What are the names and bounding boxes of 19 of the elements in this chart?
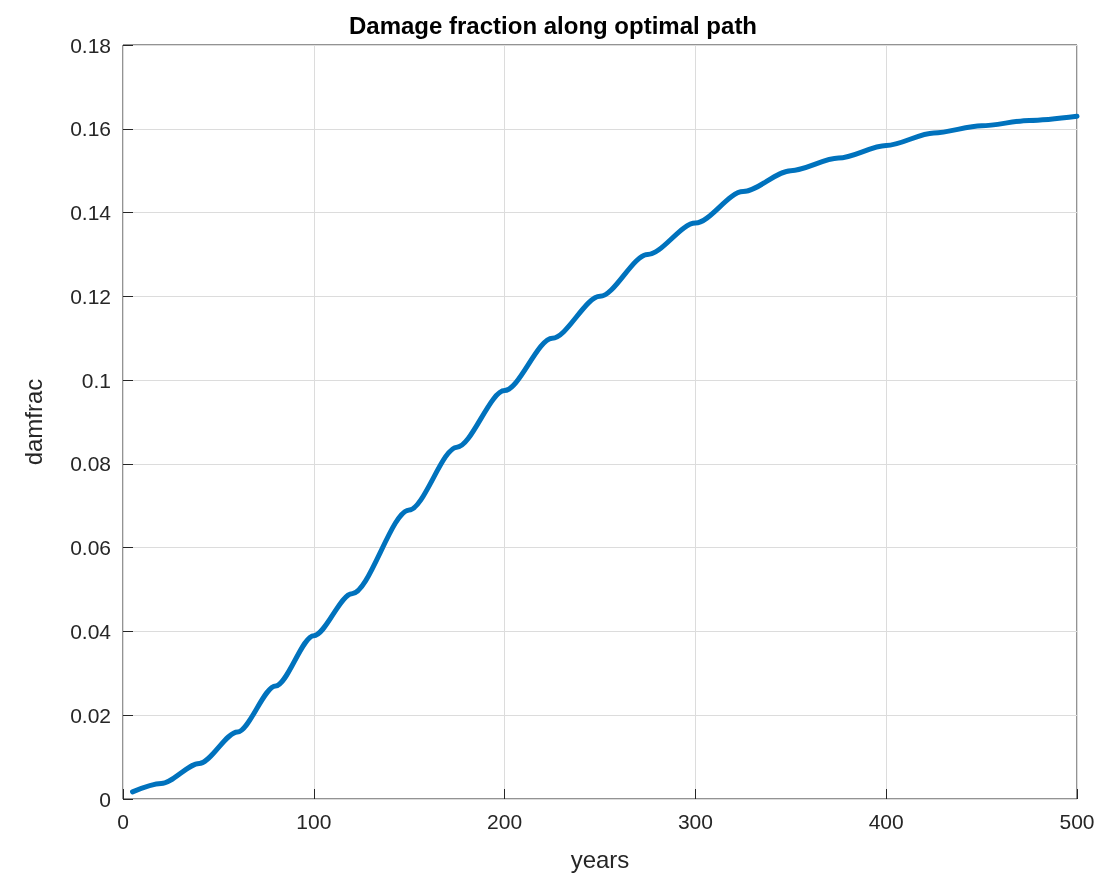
- y-tick-label: 0.02: [70, 703, 111, 727]
- x-axis-title: years: [570, 845, 630, 873]
- x-tick-label: 200: [487, 810, 523, 833]
- chart-title: Damage fraction along optimal path: [348, 11, 758, 39]
- y-tick-label: 0.18: [70, 33, 111, 57]
- y-tick-label: 0.16: [70, 117, 111, 141]
- y-tick-label: 0.04: [70, 619, 112, 643]
- y-tick-label: 0.12: [70, 284, 111, 308]
- y-tick-label: 0.1: [81, 368, 111, 392]
- x-tick-label: 300: [677, 810, 713, 833]
- y-tick-label: 0.06: [70, 536, 111, 560]
- x-tick-label: 100: [296, 810, 332, 833]
- y-tick-label: 0.14: [70, 201, 112, 225]
- x-tick-label: 0: [117, 810, 129, 833]
- y-axis-title: damfrac: [19, 378, 47, 466]
- y-tick-label: 0: [99, 787, 111, 811]
- x-tick-label: 500: [1059, 810, 1095, 833]
- y-tick-label: 0.08: [70, 452, 111, 476]
- x-tick-label: 400: [868, 810, 904, 833]
